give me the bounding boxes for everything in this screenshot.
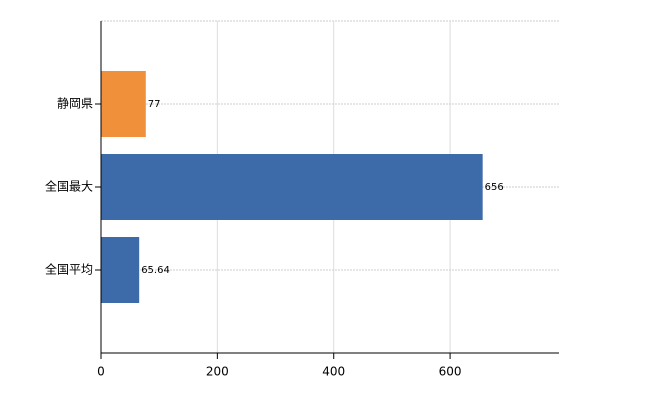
x-tick-label: 0 xyxy=(97,365,105,379)
value-label: 65.64 xyxy=(141,265,170,276)
x-tick-label: 200 xyxy=(206,365,229,379)
value-label: 77 xyxy=(148,99,161,110)
bar xyxy=(101,154,483,220)
y-tick-label: 全国最大 xyxy=(45,179,93,194)
bar xyxy=(101,237,140,303)
x-tick-label: 400 xyxy=(322,365,345,379)
bar xyxy=(101,71,146,137)
y-tick-label: 全国平均 xyxy=(45,262,93,277)
value-label: 656 xyxy=(485,182,504,193)
y-tick-label: 静岡県 xyxy=(57,97,93,111)
x-tick-label: 600 xyxy=(439,365,462,379)
